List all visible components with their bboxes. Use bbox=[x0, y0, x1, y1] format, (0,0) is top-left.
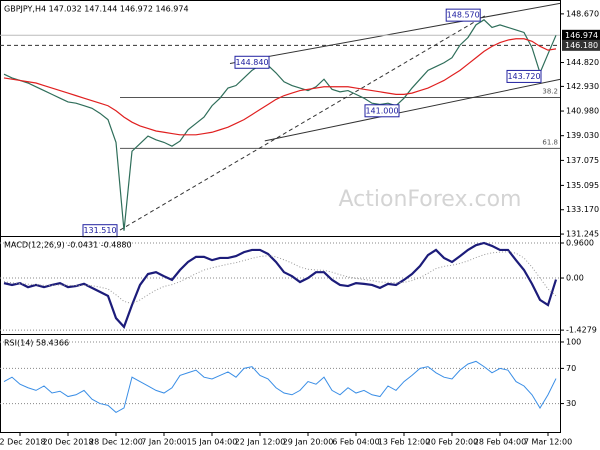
x-tick-label: 15 Jan 04:00 bbox=[187, 438, 238, 447]
price-marker bbox=[562, 29, 600, 41]
y-tick-label: 100 bbox=[566, 337, 581, 346]
series-line bbox=[3, 360, 557, 413]
y-tick-label: 142.930 bbox=[566, 82, 599, 91]
watermark: ActionForex.com bbox=[339, 187, 522, 212]
y-tick-label: 70 bbox=[566, 364, 576, 373]
x-tick-label: 7 Mar 12:00 bbox=[524, 438, 572, 447]
panel-title: RSI(14) 58.4366 bbox=[4, 339, 69, 348]
series-line bbox=[3, 19, 557, 231]
y-tick-label: 0.9600 bbox=[566, 238, 594, 247]
panel-title: GBPJPY,H4 147.032 147.144 146.972 146.97… bbox=[4, 5, 189, 14]
annotation-label: 144.840 bbox=[235, 58, 268, 67]
y-tick-label: 148.670 bbox=[566, 9, 599, 18]
x-tick-label: 20 Feb 20:00 bbox=[426, 438, 478, 447]
fib-label: 61.8 bbox=[542, 138, 558, 146]
y-tick-label: 131.245 bbox=[566, 230, 599, 239]
trendline bbox=[229, 2, 561, 65]
y-tick-label: 140.980 bbox=[566, 107, 599, 116]
annotation-box bbox=[506, 69, 542, 83]
x-tick-label: 28 Feb 04:00 bbox=[474, 438, 526, 447]
annotation-box bbox=[364, 104, 400, 118]
price-marker bbox=[562, 39, 600, 51]
x-tick-label: 13 Feb 12:00 bbox=[378, 438, 430, 447]
annotation-label: 143.720 bbox=[507, 72, 540, 81]
plot-frame bbox=[0, 0, 561, 433]
y-tick-label: 0.00 bbox=[566, 274, 584, 283]
annotation-label: 148.570 bbox=[447, 11, 480, 20]
series-line bbox=[3, 241, 558, 329]
y-tick-label: 139.030 bbox=[566, 131, 599, 140]
y-tick-label: 137.075 bbox=[566, 156, 599, 165]
y-tick-label: 30 bbox=[566, 399, 576, 408]
x-tick-label: 7 Jan 20:00 bbox=[141, 438, 187, 447]
x-tick-label: 20 Dec 2018 bbox=[42, 438, 93, 447]
trendline bbox=[119, 15, 486, 231]
y-tick-label: 133.170 bbox=[566, 205, 599, 214]
series-line bbox=[3, 38, 557, 136]
x-tick-label: 6 Feb 04:00 bbox=[332, 438, 379, 447]
annotation-box bbox=[234, 55, 270, 69]
x-tick-label: 22 Jan 12:00 bbox=[235, 438, 286, 447]
price-marker-label: 146.974 bbox=[565, 31, 598, 40]
panel-title: MACD(12,26,9) -0.0431 -0.4880 bbox=[4, 241, 132, 250]
y-tick-label: 135.095 bbox=[566, 181, 599, 190]
fib-label: 38.2 bbox=[542, 88, 558, 96]
trendline bbox=[264, 78, 561, 142]
annotation-box bbox=[445, 8, 481, 22]
annotation-label: 131.510 bbox=[83, 226, 116, 235]
annotation-label: 141.000 bbox=[365, 106, 398, 115]
price-marker-label: 146.180 bbox=[565, 41, 598, 50]
x-tick-label: 12 Dec 2018 bbox=[0, 438, 46, 447]
x-tick-label: 28 Dec 12:00 bbox=[89, 438, 143, 447]
y-tick-label: -1.4279 bbox=[566, 326, 597, 335]
y-tick-label: 144.820 bbox=[566, 58, 599, 67]
x-tick-label: 29 Jan 20:00 bbox=[283, 438, 334, 447]
